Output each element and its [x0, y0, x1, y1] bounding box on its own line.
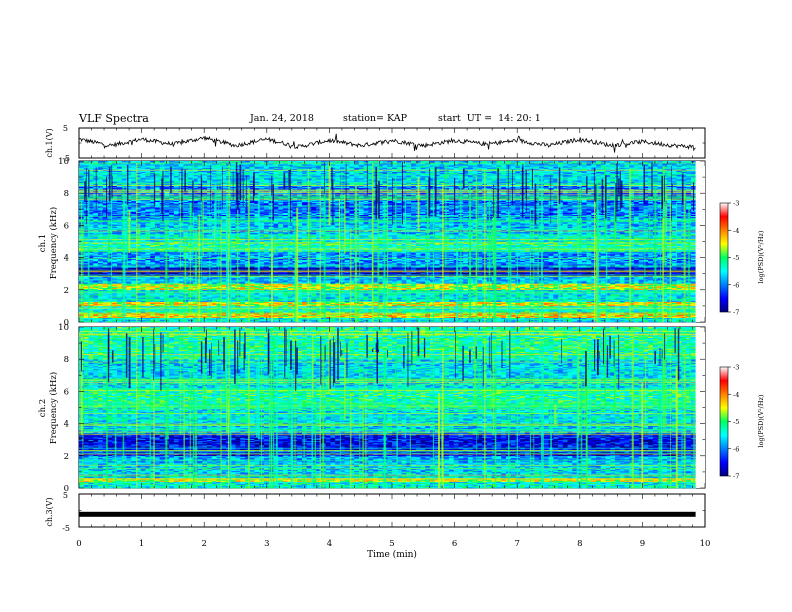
- ch1-ylabel: ch.1(V): [45, 128, 54, 157]
- ch1-ytick-top: 5: [63, 124, 68, 133]
- ch1-waveform-panel: 5 -5 ch.1(V): [45, 124, 705, 163]
- ch1-spectrogram-image: [79, 161, 705, 322]
